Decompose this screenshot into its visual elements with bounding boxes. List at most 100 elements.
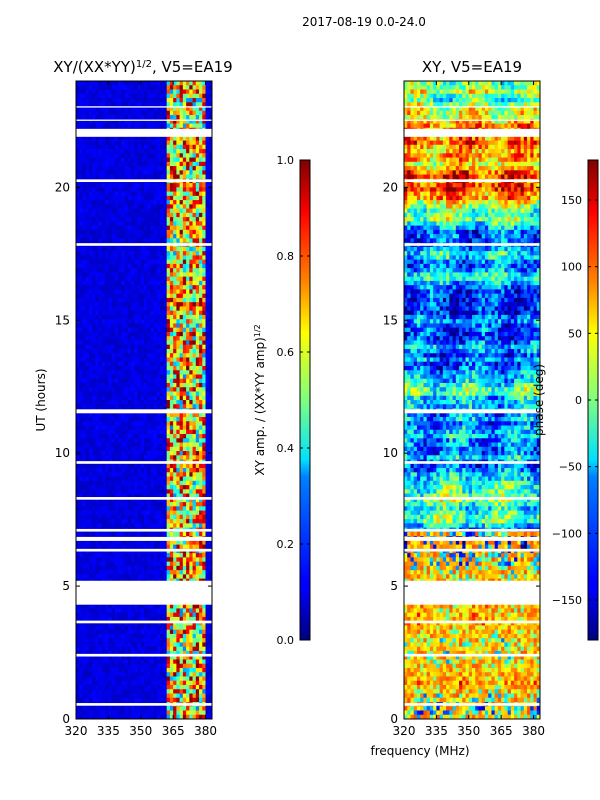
heatmap-cell — [147, 451, 151, 456]
heatmap-cell — [192, 119, 197, 124]
heatmap-cell — [153, 285, 158, 290]
heatmap-cell — [179, 85, 184, 90]
heatmap-cell — [108, 276, 113, 282]
heatmap-cell — [166, 497, 171, 503]
heatmap-cell — [179, 140, 184, 146]
heatmap-cell — [179, 561, 184, 567]
heatmap-cell — [144, 102, 148, 107]
heatmap-cell — [208, 208, 213, 214]
heatmap-cell — [127, 553, 132, 558]
heatmap-cell — [195, 348, 200, 354]
heatmap-cell — [85, 348, 90, 354]
heatmap-cell — [186, 523, 190, 528]
heatmap-cell — [85, 246, 90, 252]
heatmap-cell — [160, 93, 164, 99]
heatmap-cell — [202, 195, 206, 201]
heatmap-cell — [176, 434, 181, 439]
heatmap-cell — [137, 382, 142, 388]
heatmap-cell — [202, 463, 206, 469]
heatmap-cell — [92, 221, 96, 227]
heatmap-cell — [124, 89, 129, 95]
heatmap-cell — [88, 565, 93, 571]
amplitude-heatmap — [76, 81, 213, 720]
heatmap-cell — [186, 421, 190, 426]
heatmap-cell — [140, 451, 145, 456]
heatmap-cell — [189, 183, 193, 188]
heatmap-cell — [111, 144, 116, 150]
heatmap-cell — [105, 357, 109, 363]
heatmap-cell — [105, 306, 109, 312]
heatmap-cell — [186, 442, 190, 448]
heatmap-cell — [118, 251, 122, 256]
heatmap-cell — [147, 485, 151, 490]
heatmap-cell — [88, 425, 93, 431]
heatmap-cell — [140, 85, 145, 90]
heatmap-cell — [137, 106, 142, 112]
heatmap-cell — [121, 98, 125, 103]
heatmap-cell — [76, 442, 80, 448]
heatmap-cell — [195, 395, 200, 401]
heatmap-cell — [127, 89, 132, 95]
heatmap-cell — [189, 187, 193, 192]
heatmap-cell — [205, 93, 210, 99]
heatmap-cell — [205, 191, 210, 197]
heatmap-cell — [92, 123, 96, 129]
heatmap-cell — [98, 106, 103, 112]
heatmap-cell — [182, 544, 187, 550]
heatmap-cell — [195, 285, 200, 290]
heatmap-cell — [169, 400, 174, 405]
heatmap-cell — [108, 314, 113, 320]
heatmap-cell — [182, 204, 187, 209]
heatmap-cell — [111, 149, 116, 154]
heatmap-cell — [153, 382, 158, 388]
heatmap-cell — [153, 263, 158, 269]
heatmap-cell — [147, 361, 151, 367]
heatmap-cell — [195, 331, 200, 337]
heatmap-cell — [179, 340, 184, 346]
heatmap-cell — [85, 289, 90, 295]
heatmap-cell — [88, 183, 93, 188]
heatmap-cell — [140, 434, 145, 439]
heatmap-cell — [137, 570, 142, 575]
heatmap-cell — [176, 361, 181, 367]
heatmap-cell — [76, 348, 80, 354]
heatmap-cell — [101, 187, 106, 192]
heatmap-cell — [199, 574, 203, 580]
heatmap-cell — [76, 417, 80, 422]
heatmap-cell — [169, 200, 174, 205]
heatmap-cell — [98, 370, 103, 375]
heatmap-cell — [134, 395, 138, 401]
heatmap-cell — [95, 115, 100, 120]
heatmap-cell — [134, 81, 138, 86]
heatmap-cell — [173, 272, 177, 278]
heatmap-cell — [192, 565, 197, 571]
heatmap-cell — [92, 382, 96, 388]
heatmap-cell — [179, 480, 184, 486]
heatmap-cell — [199, 489, 203, 494]
heatmap-cell — [79, 251, 83, 256]
heatmap-cell — [76, 455, 80, 460]
heatmap-cell — [85, 344, 90, 350]
heatmap-cell — [121, 344, 125, 350]
heatmap-cell — [82, 98, 87, 103]
heatmap-cell — [173, 229, 177, 235]
heatmap-cell — [118, 102, 122, 107]
heatmap-cell — [85, 157, 90, 163]
heatmap-cell — [79, 144, 83, 150]
heatmap-cell — [153, 115, 158, 120]
heatmap-cell — [208, 531, 213, 537]
heatmap-cell — [208, 565, 213, 571]
heatmap-cell — [182, 225, 187, 231]
heatmap-cell — [147, 468, 151, 473]
heatmap-cell — [76, 81, 80, 86]
heatmap-cell — [150, 208, 155, 214]
heatmap-cell — [92, 417, 96, 422]
heatmap-cell — [186, 506, 190, 511]
heatmap-cell — [105, 319, 109, 324]
heatmap-cell — [163, 323, 168, 329]
heatmap-cell — [195, 557, 200, 563]
heatmap-cell — [118, 327, 122, 333]
heatmap-cell — [192, 204, 197, 209]
heatmap-cell — [202, 480, 206, 486]
heatmap-cell — [140, 429, 145, 435]
